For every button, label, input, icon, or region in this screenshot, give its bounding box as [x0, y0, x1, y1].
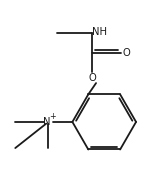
Text: NH: NH: [92, 27, 107, 37]
Text: +: +: [49, 112, 55, 121]
Text: O: O: [123, 48, 131, 58]
Text: O: O: [88, 73, 96, 83]
Text: N: N: [42, 117, 50, 127]
